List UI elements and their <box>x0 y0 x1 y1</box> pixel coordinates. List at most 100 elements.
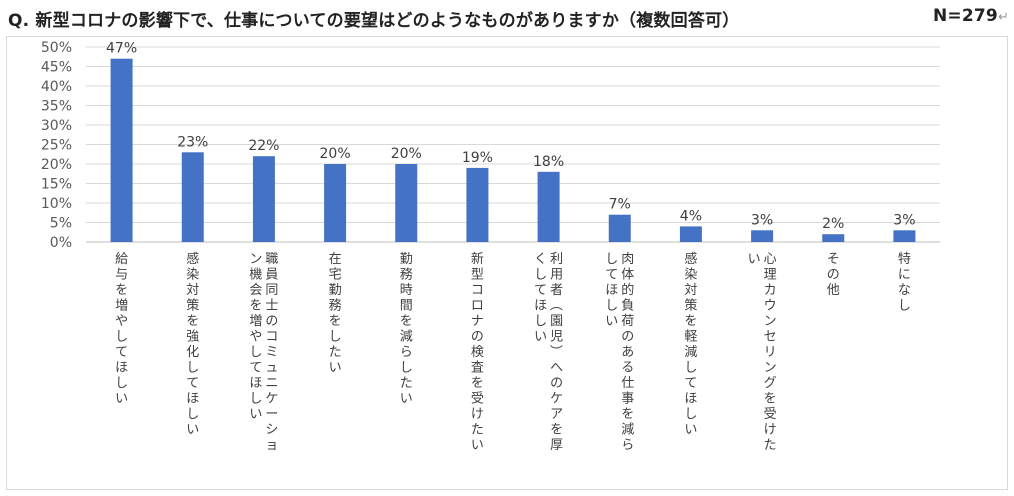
category-label-char: 時 <box>400 283 413 298</box>
category-label-char: 在 <box>329 252 342 267</box>
data-label: 20% <box>391 146 422 162</box>
category-label-char: け <box>471 407 484 422</box>
category-label-char: 給 <box>115 252 128 267</box>
data-label: 19% <box>462 150 493 166</box>
category-label-char: し <box>115 330 128 345</box>
category-label-char: ナ <box>471 314 484 329</box>
category-label-char: く <box>534 252 547 267</box>
y-tick-label: 35% <box>41 99 72 115</box>
bar <box>181 152 204 242</box>
category-label-char: 軽 <box>684 330 697 345</box>
category-label-char: 理 <box>764 268 777 283</box>
category-label-char: や <box>115 314 128 329</box>
category-label-char: 強 <box>186 330 199 345</box>
category-label-char: コ <box>265 330 278 345</box>
category-label-char: ョ <box>265 438 278 453</box>
data-label: 18% <box>533 154 564 170</box>
category-label-char: 員 <box>265 268 278 283</box>
category-label-char: ほ <box>684 392 697 407</box>
category-label-char: 機 <box>249 268 262 283</box>
category-label-char: そ <box>827 252 840 267</box>
category-label-char: い <box>684 423 697 438</box>
bar <box>324 164 347 242</box>
category-label-char: 用 <box>550 268 563 283</box>
category-label-char: ほ <box>115 361 128 376</box>
y-tick-label: 45% <box>41 60 72 76</box>
category-label-char: た <box>329 345 342 360</box>
data-label: 3% <box>751 212 773 228</box>
category-label-char: を <box>621 407 634 422</box>
category-label-char: た <box>764 438 777 453</box>
category-label-char: 化 <box>186 345 199 360</box>
y-tick-label: 50% <box>41 40 72 56</box>
category-label-char: 対 <box>186 283 199 298</box>
category-label-char: に <box>898 268 911 283</box>
category-label-char: 与 <box>115 268 128 283</box>
category-label-char: を <box>471 376 484 391</box>
category-label-char: 職 <box>265 252 278 267</box>
data-label: 7% <box>609 197 631 213</box>
category-label-char: ー <box>265 407 278 422</box>
category-label-char: リ <box>764 345 777 360</box>
category-label-char: い <box>534 330 547 345</box>
category-label-char: し <box>605 252 618 267</box>
category-label-char: 検 <box>471 345 484 360</box>
category-label-char: の <box>621 330 634 345</box>
category-label-char: を <box>400 314 413 329</box>
category-label-char: 務 <box>400 268 413 283</box>
category-label-char: ン <box>249 252 262 267</box>
category-label-char: し <box>186 407 199 422</box>
category-label-char: ア <box>550 407 563 422</box>
category-label-char: 型 <box>471 268 484 283</box>
category-label-char: た <box>400 376 413 391</box>
return-mark: ↵ <box>997 10 1010 25</box>
bar <box>110 58 133 243</box>
chart-frame <box>6 36 1008 490</box>
category-label-char: ほ <box>534 299 547 314</box>
category-label-char: 肉 <box>621 252 634 267</box>
sample-size: N=279↵ <box>933 6 1009 26</box>
category-label-char: し <box>400 361 413 376</box>
category-label-char: の <box>471 330 484 345</box>
category-label-char: し <box>249 392 262 407</box>
category-label-char: 体 <box>621 268 634 283</box>
question-text: Q. 新型コロナの影響下で、仕事についての要望はどのようなものがありますか（複数… <box>8 11 740 31</box>
category-label-char: ） <box>548 344 563 357</box>
category-label-char: 策 <box>684 298 697 314</box>
category-label-char: 減 <box>400 329 413 345</box>
category-label-char: や <box>249 330 262 345</box>
category-label-char: シ <box>265 423 278 438</box>
category-label-char: 園 <box>550 314 563 329</box>
chart-title: Q. 新型コロナの影響下で、仕事についての要望はどのようなものがありますか（複数… <box>8 6 1009 32</box>
category-label-char: ケ <box>550 392 563 407</box>
category-label-char: あ <box>621 345 634 360</box>
data-label: 23% <box>177 134 208 150</box>
category-label-char: し <box>249 345 262 360</box>
bar <box>751 230 774 242</box>
category-label-char: ケ <box>265 392 278 407</box>
category-label-char: ほ <box>249 376 262 391</box>
category-label-char: 同 <box>265 283 278 298</box>
category-label-char: を <box>249 299 262 314</box>
data-label: 4% <box>680 208 702 224</box>
category-label-char: ニ <box>265 376 278 391</box>
category-label-char: ほ <box>605 283 618 298</box>
category-label-char: を <box>115 283 128 298</box>
category-label-char: 間 <box>400 299 413 314</box>
category-label-char: い <box>400 392 413 407</box>
category-label-char: い <box>748 252 761 267</box>
category-label-char: 特 <box>898 252 911 267</box>
category-label-char: い <box>605 314 618 329</box>
data-label: 47% <box>106 41 137 57</box>
category-label-char: 他 <box>827 283 840 298</box>
category-label-char: を <box>764 392 777 407</box>
category-label-char: カ <box>764 283 777 298</box>
data-label: 3% <box>893 212 915 228</box>
data-label: 22% <box>248 138 279 154</box>
category-label-char: 者 <box>550 283 563 298</box>
category-label-char: セ <box>764 330 777 345</box>
category-label-char: な <box>898 283 911 298</box>
category-label-char: 勤 <box>400 252 413 267</box>
bar <box>679 226 702 242</box>
